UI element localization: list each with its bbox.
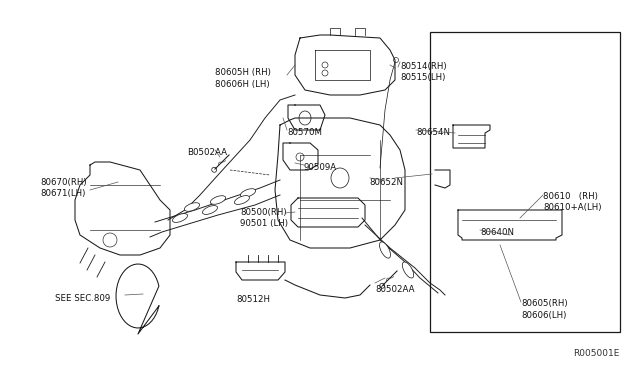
Text: 80512H: 80512H [236, 295, 270, 304]
Ellipse shape [403, 262, 413, 278]
Ellipse shape [234, 196, 250, 205]
Text: 80670(RH): 80670(RH) [40, 178, 86, 187]
Ellipse shape [184, 203, 200, 211]
Text: 80570M: 80570M [287, 128, 322, 137]
Ellipse shape [202, 206, 218, 214]
Text: SEE SEC.809: SEE SEC.809 [55, 294, 110, 303]
Text: 80500(RH): 80500(RH) [240, 208, 287, 217]
Text: B0502AA: B0502AA [187, 148, 227, 157]
Ellipse shape [241, 189, 255, 197]
Text: 80610   (RH): 80610 (RH) [543, 192, 598, 201]
Text: 80515(LH): 80515(LH) [400, 73, 445, 82]
Text: 80514(RH): 80514(RH) [400, 62, 447, 71]
Text: 80606H (LH): 80606H (LH) [215, 80, 269, 89]
Text: 80605H (RH): 80605H (RH) [215, 68, 271, 77]
Text: 80606(LH): 80606(LH) [521, 311, 566, 320]
Text: 80671(LH): 80671(LH) [40, 189, 85, 198]
Ellipse shape [172, 214, 188, 222]
Text: 90509A: 90509A [304, 163, 337, 172]
Text: R005001E: R005001E [573, 349, 620, 358]
Text: 80610+A(LH): 80610+A(LH) [543, 203, 602, 212]
Ellipse shape [211, 196, 226, 204]
Ellipse shape [380, 242, 390, 258]
Text: 80605(RH): 80605(RH) [521, 299, 568, 308]
Bar [430, 32, 620, 332]
Text: 80502AA: 80502AA [375, 285, 415, 294]
Text: 90501 (LH): 90501 (LH) [240, 219, 288, 228]
Text: 80640N: 80640N [480, 228, 514, 237]
Text: 80652N: 80652N [369, 178, 403, 187]
Text: 80654N: 80654N [416, 128, 450, 137]
